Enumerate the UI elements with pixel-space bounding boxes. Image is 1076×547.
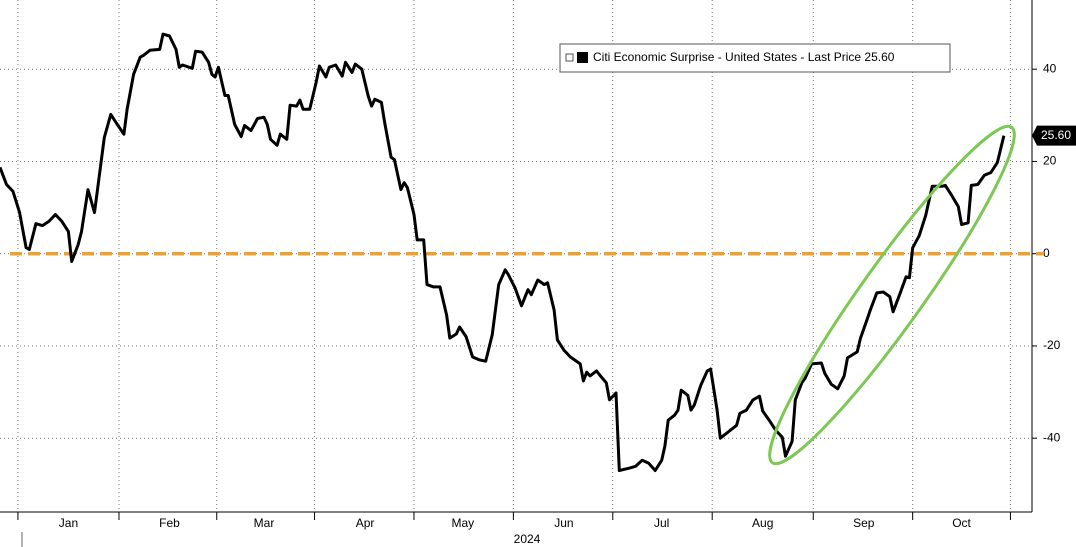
y-tick-label: -20 [1043, 338, 1061, 352]
y-tick-label: 0 [1043, 246, 1050, 260]
x-tick-label: Jul [654, 516, 669, 530]
x-tick-label: Sep [853, 516, 875, 530]
legend: Citi Economic Surprise - United States -… [559, 43, 951, 73]
price-tag-label: 25.60 [1041, 128, 1071, 142]
x-tick-label: Apr [356, 516, 375, 530]
x-tick-label: May [452, 516, 475, 530]
tags: 25.60 [1032, 125, 1076, 146]
legend-box [559, 43, 951, 73]
x-axis-label: 2024 [514, 532, 541, 546]
x-tick-label: Jan [59, 516, 78, 530]
legend-swatch [577, 52, 588, 63]
legend-label: Citi Economic Surprise - United States -… [593, 50, 895, 64]
x-tick-label: Aug [752, 516, 773, 530]
x-tick-label: Feb [159, 516, 180, 530]
price-tag [1032, 125, 1076, 146]
y-tick-label: -40 [1043, 430, 1061, 444]
x-tick-label: Mar [254, 516, 275, 530]
x-tick-label: Oct [952, 516, 971, 530]
series-line [0, 32, 1006, 472]
highlight-ellipse [768, 124, 1016, 466]
plot [0, 32, 1044, 472]
grid: 40 20 0 -20 -40 Jan Feb Mar Apr May Jun Jul Aug Sep Oc… [0, 0, 1061, 530]
y-tick-label: 20 [1043, 154, 1057, 168]
legend-toggle [565, 53, 574, 62]
x-tick-label: Jun [554, 516, 573, 530]
y-tick-label: 40 [1043, 61, 1057, 75]
